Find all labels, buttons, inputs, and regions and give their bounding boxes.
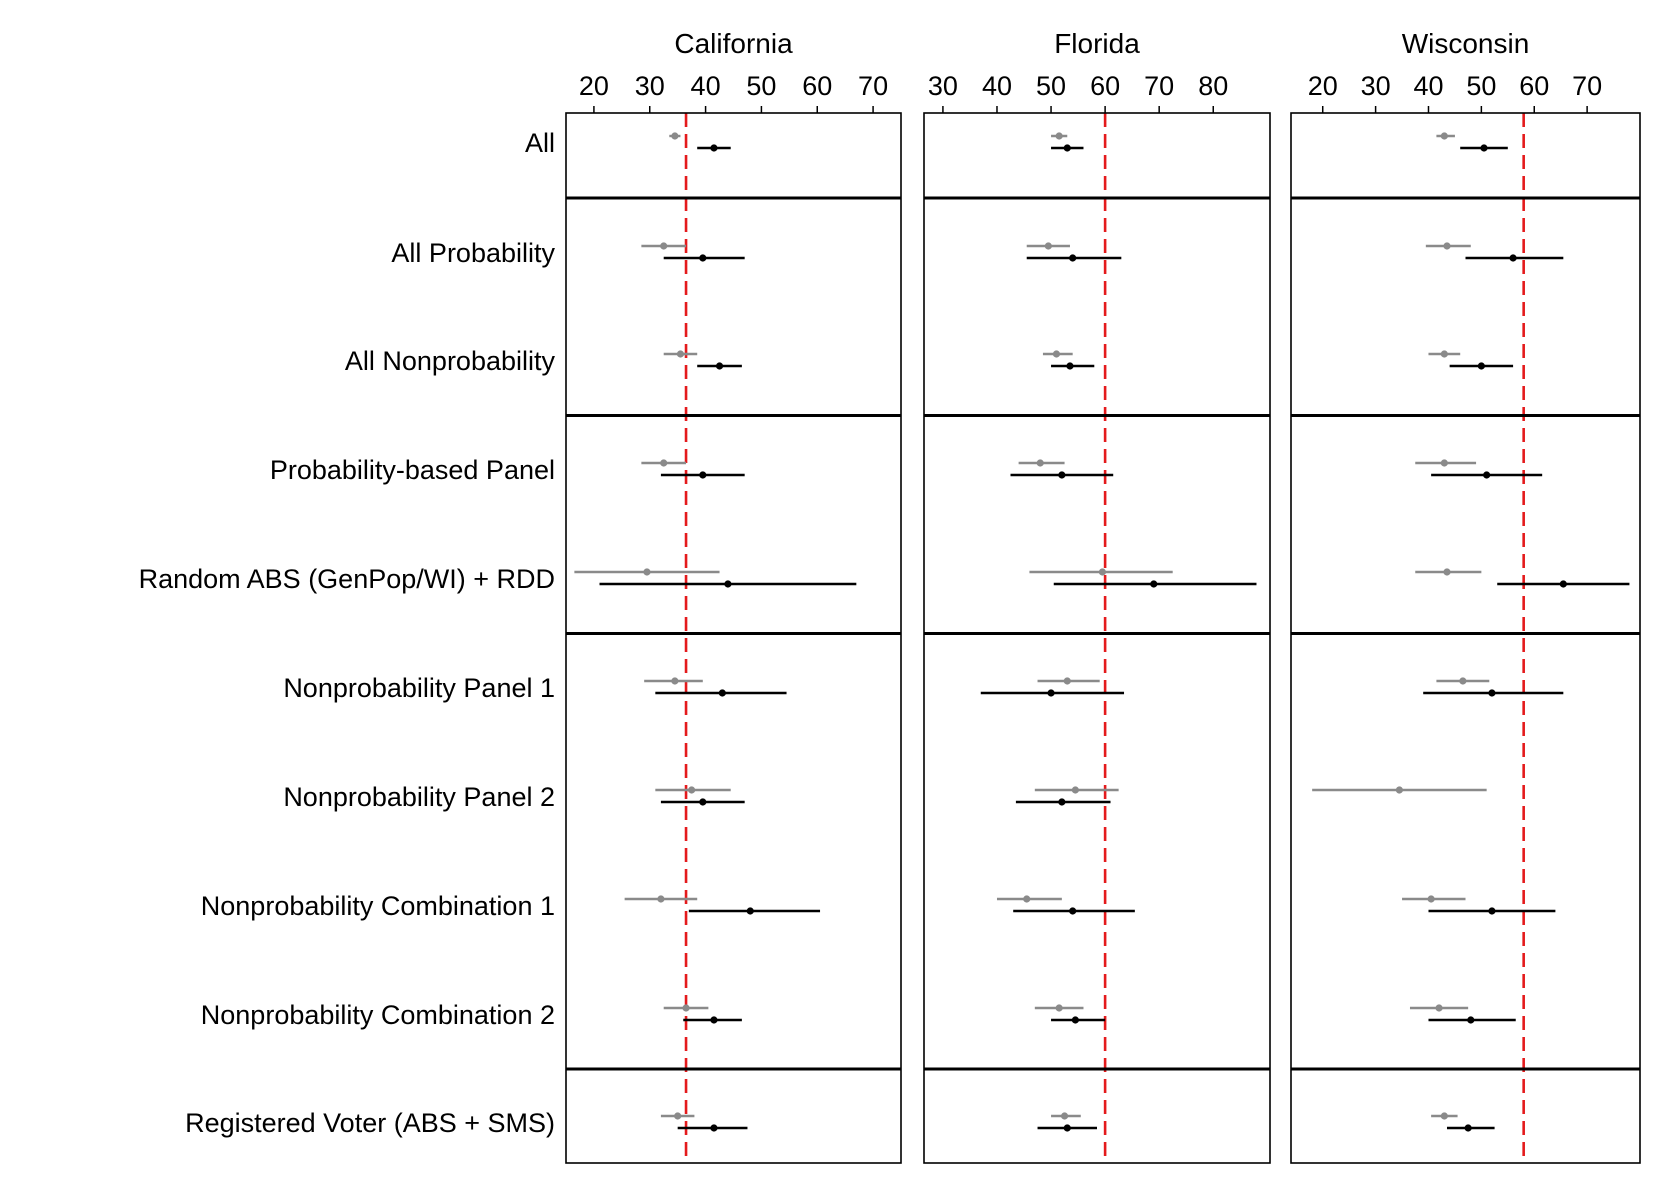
x-tick-label: 30 [928, 71, 958, 101]
grey-point [1440, 350, 1448, 358]
x-tick-label: 80 [1198, 71, 1228, 101]
grey-point [1443, 242, 1451, 250]
black-point [715, 362, 724, 370]
grey-point [1440, 132, 1448, 140]
black-point [1559, 580, 1567, 588]
panel-title: Florida [1054, 28, 1140, 59]
x-tick-label: 70 [1572, 71, 1602, 101]
grey-point [1098, 568, 1107, 576]
grey-point [1440, 1112, 1448, 1120]
x-tick-label: 20 [579, 71, 609, 101]
grey-point [682, 1004, 690, 1012]
grey-point [1036, 459, 1044, 467]
grey-point [1044, 242, 1052, 250]
row-label: Probability-based Panel [270, 455, 555, 485]
black-point [1047, 689, 1055, 697]
black-point [1063, 144, 1071, 152]
panel-frame [565, 112, 902, 1164]
x-tick-label: 40 [982, 71, 1012, 101]
row-label: Nonprobability Panel 2 [283, 782, 555, 812]
panel-title: California [674, 28, 793, 59]
row-label: Nonprobability Combination 1 [201, 891, 555, 921]
black-point [699, 471, 707, 479]
black-point [1483, 471, 1491, 479]
grey-point [1459, 677, 1467, 685]
row-label: Nonprobability Panel 1 [283, 673, 555, 703]
x-tick-label: 30 [635, 71, 665, 101]
black-point [724, 580, 732, 588]
black-point [1058, 798, 1066, 806]
grey-point [1063, 677, 1071, 685]
x-tick-label: 50 [746, 71, 776, 101]
x-tick-label: 60 [1090, 71, 1120, 101]
panel-frame [1290, 112, 1641, 1164]
x-tick-label: 60 [802, 71, 832, 101]
black-point [699, 254, 707, 262]
grey-point [1435, 1004, 1443, 1012]
black-point [1480, 144, 1488, 152]
row-label: All [525, 128, 555, 158]
black-point [718, 689, 726, 697]
x-tick-label: 70 [1144, 71, 1174, 101]
grey-point [660, 242, 668, 250]
black-point [1058, 471, 1066, 479]
x-tick-label: 20 [1308, 71, 1338, 101]
grey-point [1440, 459, 1448, 467]
x-tick-label: 40 [691, 71, 721, 101]
grey-point [1023, 895, 1031, 903]
black-point [1150, 580, 1158, 588]
grey-point [1055, 132, 1063, 140]
grey-point [671, 677, 679, 685]
grey-point [1071, 786, 1079, 794]
grey-point [643, 568, 651, 576]
grey-point [1395, 786, 1404, 794]
black-point [699, 798, 707, 806]
black-point [1063, 1124, 1071, 1132]
row-label: All Probability [391, 238, 555, 268]
grey-point [1052, 350, 1061, 358]
black-point [746, 907, 754, 915]
black-point [1488, 907, 1496, 915]
panel-title: Wisconsin [1402, 28, 1530, 59]
row-label: Random ABS (GenPop/WI) + RDD [139, 564, 555, 594]
black-point [1509, 254, 1517, 262]
x-tick-label: 50 [1466, 71, 1496, 101]
black-point [1071, 1016, 1079, 1024]
black-point [1477, 362, 1485, 370]
grey-point [660, 459, 668, 467]
x-tick-label: 40 [1413, 71, 1443, 101]
x-tick-label: 70 [858, 71, 888, 101]
grey-point [1060, 1112, 1069, 1120]
grey-point [671, 132, 679, 140]
grey-point [674, 1112, 682, 1120]
x-tick-label: 30 [1361, 71, 1391, 101]
x-tick-label: 50 [1036, 71, 1066, 101]
black-point [710, 144, 718, 152]
panel-frame [923, 112, 1271, 1164]
grey-point [657, 895, 665, 903]
black-point [710, 1016, 718, 1024]
row-label: All Nonprobability [345, 346, 556, 376]
row-label: Nonprobability Combination 2 [201, 1000, 555, 1030]
black-point [1069, 907, 1077, 915]
black-point [1069, 254, 1077, 262]
black-point [1464, 1124, 1472, 1132]
grey-point [1055, 1004, 1063, 1012]
grey-point [688, 786, 696, 794]
grey-point [1427, 895, 1435, 903]
black-point [1066, 362, 1074, 370]
row-label: Registered Voter (ABS + SMS) [185, 1108, 555, 1138]
grey-point [1443, 568, 1451, 576]
grey-point [676, 350, 685, 358]
x-tick-label: 60 [1519, 71, 1549, 101]
black-point [1467, 1016, 1475, 1024]
black-point [1488, 689, 1496, 697]
black-point [710, 1124, 718, 1132]
